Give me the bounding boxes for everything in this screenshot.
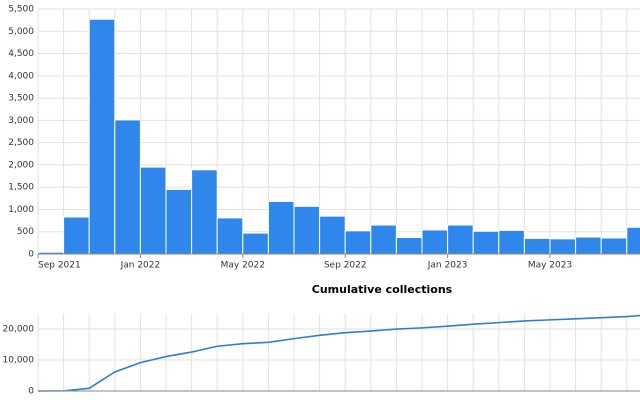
bar bbox=[472, 230, 500, 255]
bar bbox=[88, 18, 116, 255]
y-tick-label: 0 bbox=[28, 387, 34, 397]
bar bbox=[293, 205, 321, 255]
bar bbox=[523, 237, 551, 255]
y-tick-label: 5,000 bbox=[8, 27, 34, 37]
bar bbox=[447, 224, 474, 255]
y-tick-label: 3,500 bbox=[8, 94, 34, 104]
bar bbox=[114, 119, 141, 255]
x-tick-label: Sep 2022 bbox=[324, 261, 367, 271]
bar bbox=[575, 236, 602, 255]
x-tick-label: Jan 2022 bbox=[120, 261, 161, 271]
y-tick-label: 3,000 bbox=[8, 116, 34, 126]
y-tick-label: 4,500 bbox=[8, 49, 34, 59]
y-tick-label: 1,500 bbox=[8, 183, 34, 193]
bar bbox=[242, 232, 269, 255]
bar bbox=[191, 169, 218, 255]
y-tick-label: 2,500 bbox=[8, 138, 34, 148]
bar bbox=[165, 188, 193, 255]
bar bbox=[319, 215, 346, 255]
line bbox=[37, 314, 640, 392]
y-tick-label: 0 bbox=[28, 250, 34, 260]
plot bbox=[37, 8, 640, 255]
y-tick-label: 20,000 bbox=[3, 325, 35, 335]
x-tick-label: Sep 2021 bbox=[38, 261, 81, 271]
bar bbox=[344, 230, 372, 255]
bar bbox=[600, 237, 628, 255]
bar bbox=[139, 166, 167, 255]
bar bbox=[267, 200, 295, 255]
bar bbox=[626, 226, 640, 255]
bar bbox=[216, 217, 244, 255]
bar bbox=[395, 237, 423, 255]
bar bbox=[421, 229, 449, 255]
y-tick-label: 5,500 bbox=[8, 5, 34, 15]
chart-title: Cumulative collections bbox=[312, 283, 453, 296]
x-tick-label: Jan 2023 bbox=[427, 261, 468, 271]
bar bbox=[63, 216, 90, 255]
y-tick-label: 2,000 bbox=[8, 160, 34, 170]
bar bbox=[549, 238, 577, 255]
x-tick-label: May 2023 bbox=[528, 261, 572, 271]
bar bbox=[370, 224, 397, 255]
plot bbox=[37, 313, 640, 392]
y-tick-label: 500 bbox=[17, 227, 34, 237]
y-tick-label: 4,000 bbox=[8, 71, 34, 81]
y-tick-label: 1,000 bbox=[8, 205, 34, 215]
x-tick-label: May 2022 bbox=[221, 261, 265, 271]
y-tick-label: 10,000 bbox=[3, 356, 35, 366]
bar bbox=[498, 229, 525, 255]
